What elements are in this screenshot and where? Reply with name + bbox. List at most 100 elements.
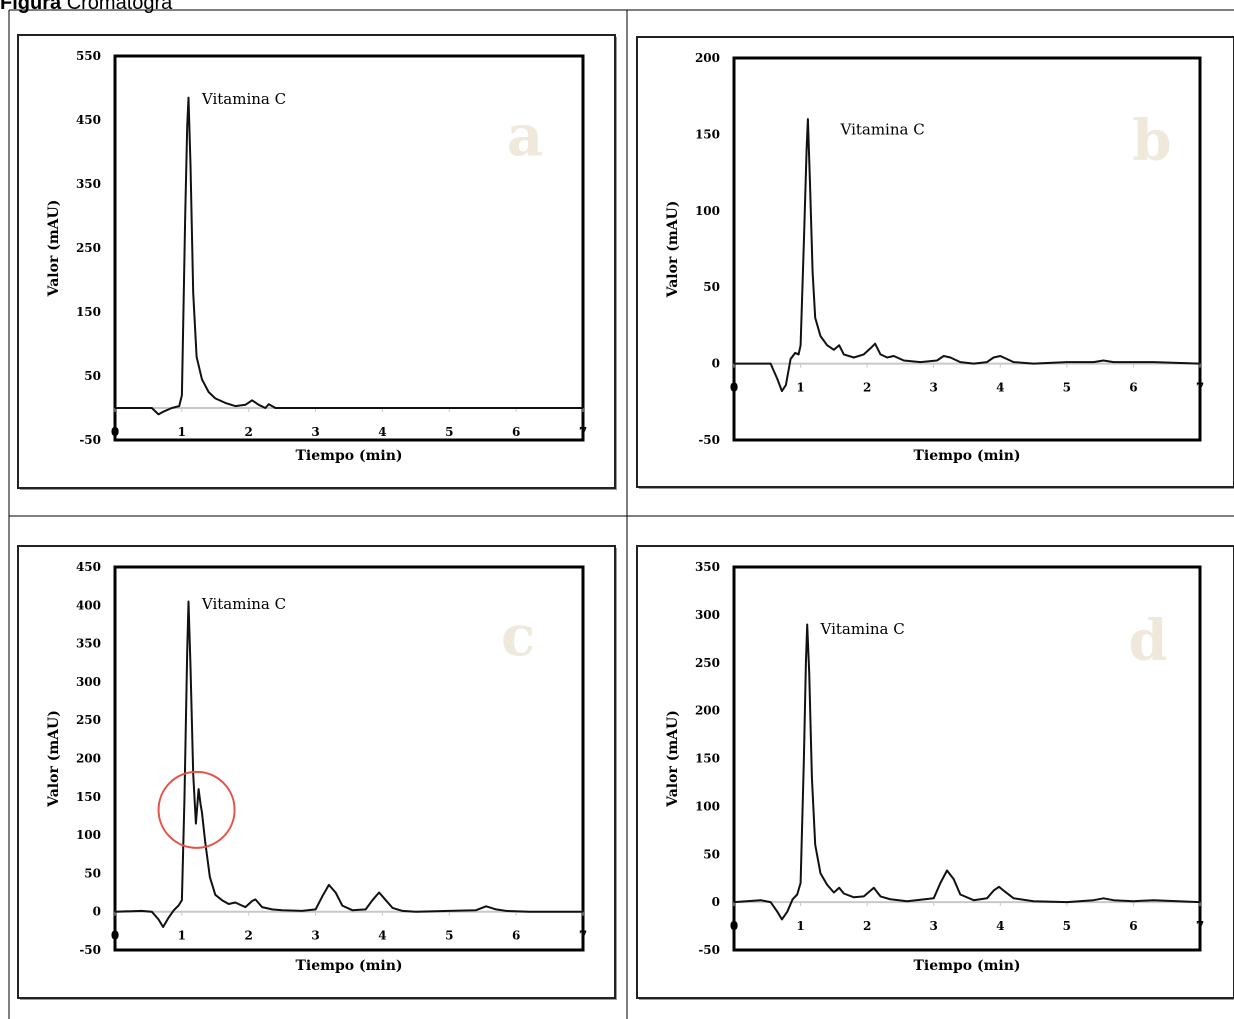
- chart-panel-c: c -50 0 50 100 150 200 250 300 350 400 450 0 1 2 3 4 5 6 7 T…: [17, 545, 617, 1000]
- y-tick-label: 200: [695, 704, 720, 718]
- x-tick-label: 7: [1196, 381, 1204, 395]
- x-tick-label: 7: [579, 425, 587, 439]
- plot-area: [732, 565, 1202, 952]
- x-tick-label: 6: [512, 425, 520, 439]
- panel-letter: b: [1132, 108, 1171, 174]
- x-tick-label: 3: [930, 919, 938, 933]
- y-tick-label: 250: [76, 713, 101, 727]
- x-tick-label: 6: [1129, 381, 1137, 395]
- y-axis-label: Valor (mAU): [665, 710, 681, 808]
- x-tick-label: 1: [178, 425, 186, 439]
- y-tick-label: 400: [76, 598, 101, 612]
- y-tick-label: 250: [695, 656, 720, 670]
- x-tick-label: 0: [111, 425, 119, 439]
- y-tick-label: -50: [79, 943, 101, 957]
- x-axis-label: Tiempo (min): [913, 958, 1020, 974]
- y-tick-label: -50: [698, 433, 720, 447]
- y-axis-label: Valor (mAU): [46, 710, 62, 808]
- x-tick-label: 2: [245, 929, 253, 943]
- chart-frame: [636, 545, 1234, 999]
- x-axis-label: Tiempo (min): [913, 448, 1020, 464]
- chart-frame: [17, 545, 616, 999]
- y-tick-label: 150: [76, 790, 101, 804]
- chart-panel-a: a -50 50 150 250 350 450 550 0 1 2 3 4 5 6 7 Tiempo (min…: [17, 34, 617, 490]
- y-tick-label: 0: [93, 905, 101, 919]
- chart-frame: [636, 36, 1234, 488]
- y-tick-label: 150: [695, 752, 720, 766]
- y-tick-label: -50: [79, 433, 101, 447]
- y-tick-label: 150: [76, 305, 101, 319]
- x-tick-label: 1: [796, 919, 804, 933]
- x-tick-label: 7: [1196, 919, 1204, 933]
- y-tick-label: 450: [76, 113, 101, 127]
- x-tick-label: 6: [512, 929, 520, 943]
- x-tick-label: 2: [863, 381, 871, 395]
- y-tick-label: 550: [76, 49, 101, 63]
- y-tick-label: 0: [712, 357, 720, 371]
- x-axis-label: Tiempo (min): [295, 958, 402, 974]
- x-tick-label: 3: [311, 425, 319, 439]
- y-tick-label: 350: [76, 177, 101, 191]
- x-tick-label: 2: [245, 425, 253, 439]
- series-line: [734, 118, 1201, 393]
- y-tick-label: 0: [712, 895, 720, 909]
- x-tick-label: 4: [996, 919, 1004, 933]
- y-tick-label: -50: [698, 943, 720, 957]
- x-tick-label: 5: [1063, 381, 1071, 395]
- panel-letter: a: [507, 103, 543, 169]
- peak-annotation: Vitamina C: [201, 90, 286, 108]
- y-tick-label: 50: [703, 847, 720, 861]
- grid-lines: [8, 9, 1234, 1019]
- y-tick-label: 50: [84, 866, 101, 880]
- x-tick-label: 1: [796, 381, 804, 395]
- chart-panel-d: d -50 0 50 100 150 200 250 300 350 0 1 2 3 4 5 6 7 Tiempo …: [636, 545, 1234, 1000]
- panel-letter: c: [501, 603, 535, 669]
- x-tick-label: 5: [445, 425, 453, 439]
- series-line: [114, 600, 583, 928]
- x-tick-label: 5: [1063, 919, 1071, 933]
- x-tick-label: 4: [378, 929, 386, 943]
- series-line: [733, 623, 1201, 921]
- y-tick-label: 200: [695, 51, 720, 65]
- y-tick-label: 350: [76, 637, 101, 651]
- x-tick-label: 1: [178, 929, 186, 943]
- peak-annotation: Vitamina C: [820, 620, 905, 638]
- peak-annotation: Vitamina C: [840, 120, 925, 138]
- y-tick-label: 150: [695, 127, 720, 141]
- panel-letter: d: [1128, 608, 1167, 674]
- x-tick-label: 0: [111, 929, 119, 943]
- x-tick-label: 2: [863, 919, 871, 933]
- y-tick-label: 100: [76, 828, 101, 842]
- y-tick-label: 350: [695, 560, 720, 574]
- x-tick-label: 5: [445, 929, 453, 943]
- x-tick-label: 0: [730, 919, 738, 933]
- y-tick-label: 200: [76, 752, 101, 766]
- x-tick-label: 6: [1129, 919, 1137, 933]
- x-tick-label: 4: [378, 425, 386, 439]
- x-tick-label: 4: [996, 381, 1004, 395]
- plot-area: [113, 54, 585, 442]
- y-tick-label: 300: [76, 675, 101, 689]
- series-line: [115, 96, 583, 416]
- y-axis-label: Valor (mAU): [665, 201, 681, 299]
- peak-annotation: Vitamina C: [201, 595, 286, 613]
- highlight-circle: [157, 770, 236, 849]
- x-tick-label: 0: [730, 381, 738, 395]
- y-axis-label: Valor (mAU): [46, 200, 62, 298]
- y-tick-label: 450: [76, 560, 101, 574]
- x-tick-label: 3: [930, 381, 938, 395]
- y-tick-label: 250: [76, 241, 101, 255]
- x-tick-label: 7: [579, 929, 587, 943]
- y-tick-label: 100: [695, 799, 720, 813]
- y-tick-label: 300: [695, 608, 720, 622]
- x-tick-label: 3: [311, 929, 319, 943]
- x-axis-label: Tiempo (min): [295, 448, 402, 464]
- y-tick-label: 50: [703, 280, 720, 294]
- y-tick-label: 50: [84, 369, 101, 383]
- plot-area: [113, 565, 585, 952]
- plot-area: [732, 56, 1202, 442]
- y-tick-label: 100: [695, 204, 720, 218]
- chart-panel-b: b -50 0 50 100 150 200 0 1 2 3 4 5 6 7 Tiempo (min) Valo…: [636, 36, 1234, 489]
